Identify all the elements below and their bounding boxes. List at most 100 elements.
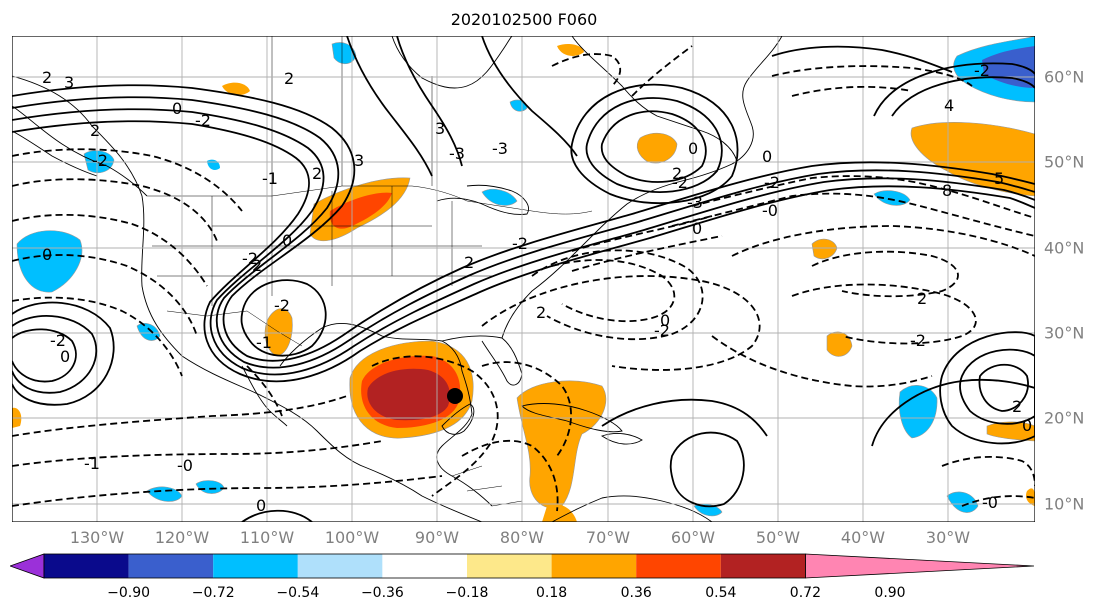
contour-dashed-atl-east-2	[961, 495, 1035, 507]
contour-label: -2	[242, 249, 258, 268]
contour-label: -0	[982, 493, 998, 512]
coastline-yucatan	[441, 403, 475, 435]
contour-pacific-low	[12, 328, 77, 383]
border-us-mexico	[166, 310, 303, 347]
orange-area-alaska	[222, 82, 250, 96]
contour-label: 2	[917, 289, 927, 308]
colorbar-segment	[720, 554, 806, 578]
contour-dashed-south-3	[12, 475, 443, 507]
colorbar-segment	[128, 554, 214, 578]
contour-label: -2	[512, 234, 528, 253]
colorbar-segment	[551, 554, 637, 578]
contour-label: 3	[435, 119, 445, 138]
solid-contours	[12, 36, 1035, 522]
contour-ne-high-2	[873, 62, 1035, 117]
blue-area-mexico-west	[136, 323, 161, 341]
contour-label: 0	[692, 219, 702, 238]
contour-east-low-2	[959, 348, 1035, 425]
coastline-atlantic-na	[501, 36, 783, 339]
contour-east-low	[978, 363, 1029, 412]
contour-dashed-south-2	[12, 440, 383, 467]
colorbar-segment	[44, 554, 129, 578]
contour-dashed-atl-4	[811, 250, 959, 298]
contour-dashed-gulf-1	[371, 355, 499, 497]
longitude-label: 30°W	[925, 528, 971, 547]
coastline-labrador	[571, 36, 738, 162]
contour-dashed-5	[12, 296, 183, 377]
longitude-label: 100°W	[324, 528, 380, 547]
contour-dashed-3	[12, 213, 208, 287]
dashed-contours	[12, 45, 1035, 512]
contour-label: 2	[90, 121, 100, 140]
contour-ne-high	[891, 76, 1035, 117]
latitude-label: 40°N	[1044, 238, 1085, 258]
contour-label: -2	[672, 173, 688, 192]
contour-label: -0	[762, 201, 778, 220]
blue-area-labrador	[509, 99, 528, 112]
colorbar-segment	[636, 554, 721, 578]
longitude-label: 40°W	[840, 528, 886, 547]
contour-label: -3	[492, 139, 508, 158]
contour-label: -2	[195, 111, 211, 130]
colorbar-tick-label: 0.90	[874, 585, 906, 601]
contour-labels: 2 30-223-1 23 -3 -3-220-202-20-2-12-22 0-22-2…	[42, 61, 1032, 515]
coastline-alaska	[12, 105, 148, 197]
coastline-hudson-bay	[391, 36, 513, 89]
colorbar-tick-label: −0.18	[445, 585, 489, 601]
contour-label: 2	[1012, 397, 1022, 416]
contour-dashed-gulf-2	[481, 361, 572, 457]
contour-label: 2	[252, 256, 262, 275]
contour-label: 3	[64, 73, 74, 92]
latitude-label: 50°N	[1044, 152, 1085, 172]
contour-label: 0	[256, 496, 266, 515]
contour-label: -2	[274, 296, 290, 315]
contour-label: 2	[284, 69, 294, 88]
orange-area-newfoundland	[636, 132, 678, 164]
contour-dashed-atl-2	[531, 249, 704, 341]
colorbar-extend-low	[10, 553, 45, 579]
colorbar-segment	[467, 554, 552, 578]
contour-label: 2	[42, 68, 52, 87]
contour-caribbean-low	[669, 431, 745, 508]
contour-labrador-high-2	[585, 97, 723, 193]
contour-label: -0	[177, 456, 193, 475]
contour-dashed-mexico-1	[246, 365, 283, 417]
contour-dashed-ne-2	[671, 192, 1035, 237]
contour-hudson-ridge	[346, 36, 433, 177]
longitude-label: 70°W	[585, 528, 631, 547]
contour-labrador-high-3	[570, 83, 739, 205]
blue-area-southwest	[946, 491, 979, 513]
contour-dashed-atl-7	[711, 335, 933, 388]
colorbar-tick-label: −0.72	[191, 585, 235, 601]
contour-dashed-ne-5	[631, 45, 693, 97]
orange-area-caribbean	[516, 380, 607, 509]
contour-label: 2	[536, 303, 546, 322]
contour-label: -2	[654, 321, 670, 340]
contour-caribbean-arc	[601, 398, 768, 437]
latitude-label: 30°N	[1044, 323, 1085, 343]
latitude-label: 60°N	[1044, 67, 1085, 87]
contour-bottom-left	[241, 509, 313, 522]
orange-area-east	[986, 421, 1035, 442]
contour-dashed-atl-east-1	[941, 455, 1035, 487]
contour-labrador-high	[600, 110, 707, 183]
contour-jet-1	[12, 84, 1035, 362]
border-central-america	[451, 465, 523, 507]
coastline-south-america	[551, 495, 713, 522]
contour-label: -2	[50, 331, 66, 350]
contour-jet-2	[12, 96, 1035, 369]
contour-label: -1	[84, 454, 100, 473]
contour-label: -3	[687, 193, 703, 212]
weather-map: 2 30-223-1 23 -3 -3-220-202-20-2-12-22 0-22-2…	[12, 36, 1035, 522]
contour-dashed-ne-1	[691, 175, 1035, 219]
orange-area-central-atlantic	[826, 331, 853, 357]
latitude-label: 20°N	[1044, 408, 1085, 428]
contour-label: -2	[974, 61, 990, 80]
map-title: 2020102500 F060	[450, 10, 598, 29]
latitude-label: 10°N	[1044, 494, 1085, 514]
contour-label: -3	[449, 144, 465, 163]
colorbar-tick-label: 0.18	[536, 585, 568, 601]
colorbar-tick-label: 0.54	[705, 585, 737, 601]
longitude-label: 130°W	[69, 528, 125, 547]
contour-dashed-4	[12, 254, 198, 337]
